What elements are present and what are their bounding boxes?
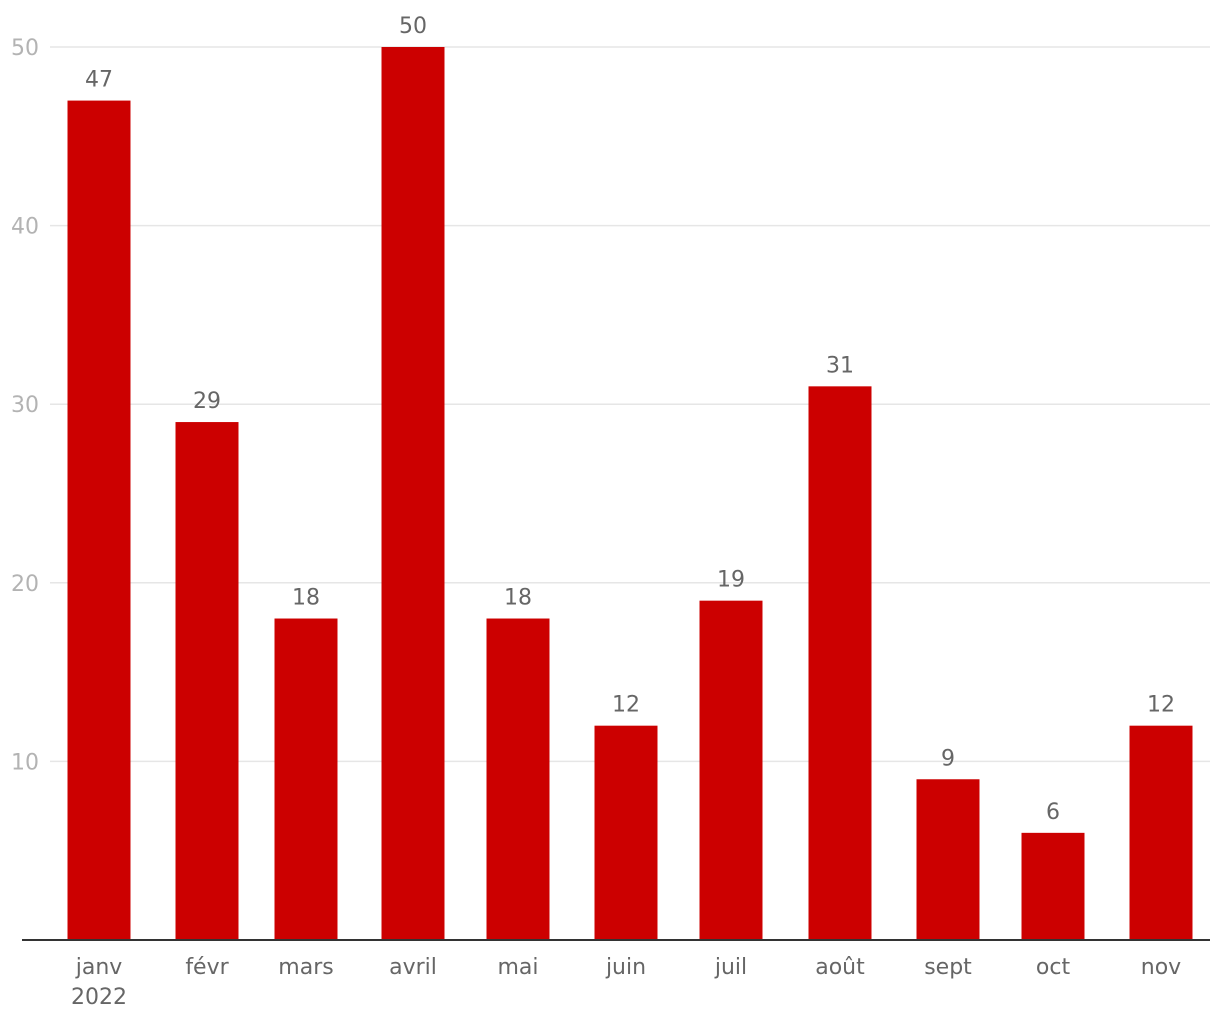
y-tick-label: 50 <box>11 36 39 61</box>
x-axis-ticks: janv 2022 févr mars avril mai juin juil août sept… <box>71 955 1181 1010</box>
x-tick-label-mars: mars <box>278 955 333 980</box>
x-tick-sublabel-janv: 2022 <box>71 985 127 1010</box>
bars <box>67 47 1193 941</box>
data-label-juin: 12 <box>612 693 640 718</box>
x-tick-label-janv: janv <box>75 955 123 980</box>
x-tick-label-août: août <box>815 955 865 980</box>
bar-juil <box>699 600 763 940</box>
data-label-mars: 18 <box>292 586 320 611</box>
data-label-oct: 6 <box>1046 800 1060 825</box>
y-tick-label: 10 <box>11 750 39 775</box>
data-label-avril: 50 <box>399 14 427 39</box>
data-label-juil: 19 <box>717 568 745 593</box>
x-tick-label-juin: juin <box>605 955 646 980</box>
y-tick-label: 30 <box>11 393 39 418</box>
bar-févr <box>175 422 239 940</box>
data-label-mai: 18 <box>504 586 532 611</box>
x-tick-label-oct: oct <box>1036 955 1071 980</box>
x-tick-label-juil: juil <box>714 955 747 980</box>
y-tick-label: 40 <box>11 215 39 240</box>
bar-août <box>808 386 872 941</box>
data-label-janv: 47 <box>85 68 113 93</box>
data-label-févr: 29 <box>193 389 221 414</box>
data-label-sept: 9 <box>941 746 955 771</box>
bar-sept <box>916 779 980 940</box>
x-tick-label-avril: avril <box>389 955 437 980</box>
bar-janv <box>67 100 131 940</box>
x-tick-label-févr: févr <box>185 955 229 980</box>
gridlines <box>50 46 1210 763</box>
x-tick-label-mai: mai <box>497 955 538 980</box>
data-label-août: 31 <box>826 353 854 378</box>
bar-nov <box>1129 725 1193 940</box>
y-axis-ticks: 10 20 30 40 50 <box>11 36 39 775</box>
y-tick-label: 20 <box>11 572 39 597</box>
bar-mai <box>486 618 550 940</box>
data-labels: 47 29 18 50 18 12 19 31 9 6 12 <box>85 14 1175 825</box>
bar-juin <box>594 725 658 940</box>
x-tick-label-sept: sept <box>924 955 972 980</box>
x-tick-label-nov: nov <box>1141 955 1181 980</box>
bar-avril <box>381 47 445 940</box>
bar-mars <box>274 618 338 940</box>
data-label-nov: 12 <box>1147 693 1175 718</box>
bar-oct <box>1021 832 1085 940</box>
